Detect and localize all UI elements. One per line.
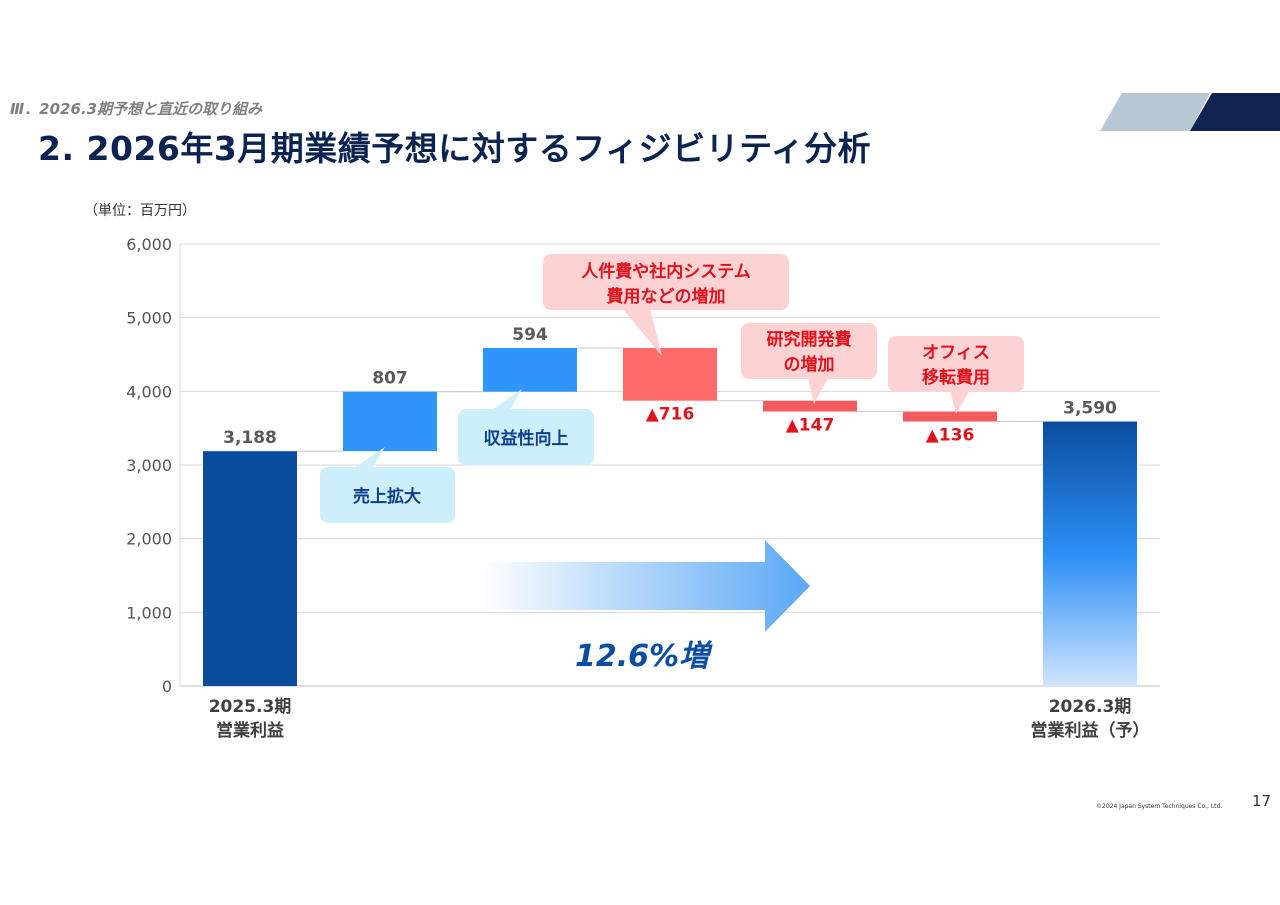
callout-sales-up-text: 売上拡大 [353,486,421,507]
unit-label: （単位：百万円） [84,203,196,219]
bar-increase [483,347,577,392]
category-label: 2025.3期 [209,697,292,717]
callout-personnel: 人件費や社内システム 費用などの増加 [543,254,789,356]
callout-rnd-line2: の増加 [784,354,835,375]
callout-personnel-line2: 費用などの増加 [607,286,726,307]
growth-arrow [480,540,810,632]
section-label: Ⅲ．2026.3期予想と直近の取り組み [10,100,263,118]
category-label: 2026.3期 [1049,697,1132,717]
y-tick-label: 3,000 [126,456,172,475]
data-label: 807 [372,369,408,389]
y-tick-label: 2,000 [126,530,172,549]
y-tick-label: 1,000 [126,603,172,622]
callout-office: オフィス 移転費用 [888,336,1024,414]
copyright: ©2024 Japan System Techniques Co., Ltd. [1096,803,1223,810]
callout-rnd-line1: 研究開発費 [767,329,852,350]
header-decoration [1100,93,1280,131]
page-title: 2. 2026年3月期業績予想に対するフィジビリティ分析 [38,129,872,168]
category-label: 営業利益（予） [1031,720,1150,741]
y-tick-label: 5,000 [126,309,172,328]
y-tick-label: 4,000 [126,382,172,401]
data-label: 3,188 [223,428,277,448]
data-label: 594 [512,325,548,345]
data-label: ▲136 [926,426,975,446]
y-tick-label: 0 [162,677,172,696]
growth-label: 12.6%増 [575,639,713,674]
callout-personnel-line1: 人件費や社内システム [581,261,751,282]
data-label: ▲147 [786,416,835,436]
data-label: ▲716 [646,405,695,425]
bar-decrease [623,347,717,401]
category-label: 営業利益 [216,720,284,741]
callout-margin-up-text: 収益性向上 [484,428,569,449]
data-label: 3,590 [1063,399,1117,419]
bar-decrease [763,400,857,412]
page-number: 17 [1252,792,1272,810]
bar-start-total [203,451,297,686]
bar-end-total [1043,421,1137,686]
bar-increase [343,391,437,452]
callout-margin-up: 収益性向上 [458,389,594,465]
callout-office-line2: 移転費用 [922,367,990,388]
callout-sales-up: 売上拡大 [320,447,455,523]
callout-rnd: 研究開発費 の増加 [741,323,877,404]
callout-office-line1: オフィス [922,343,990,363]
y-tick-label: 6,000 [126,235,172,254]
bar-decrease [903,411,997,422]
